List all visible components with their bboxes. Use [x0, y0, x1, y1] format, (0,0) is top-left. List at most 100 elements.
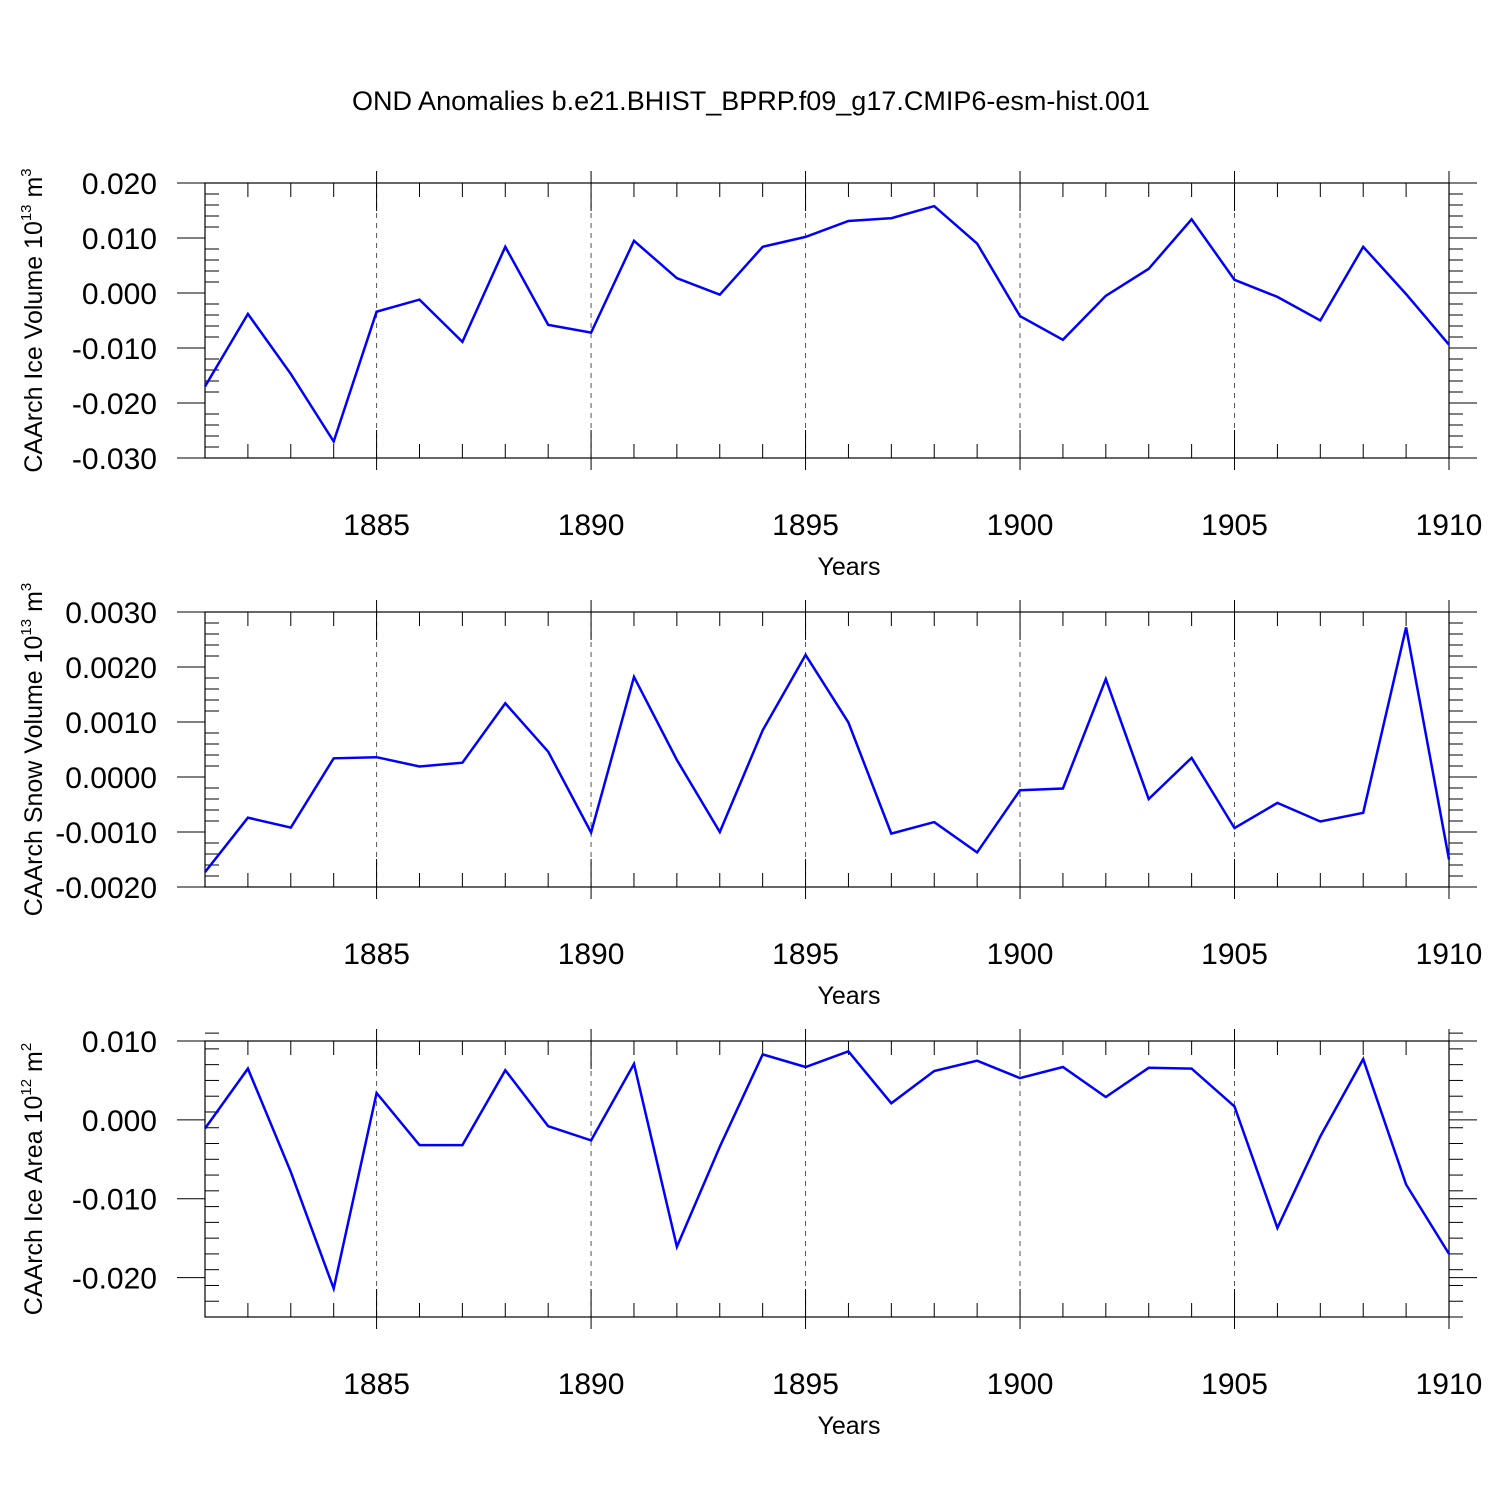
data-point: [846, 721, 850, 725]
data-point: [675, 1245, 679, 1249]
data-point: [889, 832, 893, 836]
data-point: [1104, 677, 1108, 681]
y-tick-label: -0.010: [72, 333, 157, 366]
x-tick-label: 1900: [987, 1368, 1054, 1401]
data-point: [246, 816, 250, 820]
data-point: [203, 870, 207, 874]
data-point: [1275, 801, 1279, 805]
data-point: [1190, 756, 1194, 760]
x-tick-label: 1890: [558, 938, 625, 971]
y-axis-label-unit: m: [20, 1051, 48, 1079]
data-point: [375, 1091, 379, 1095]
data-point: [546, 750, 550, 754]
data-point: [289, 1170, 293, 1174]
data-point: [460, 1143, 464, 1147]
x-tick-label: 1910: [1416, 938, 1483, 971]
y-tick-label: -0.0020: [55, 872, 157, 905]
data-point: [1061, 787, 1065, 791]
data-point: [417, 765, 421, 769]
data-point: [203, 1127, 207, 1131]
y-axis-label-unit-exponent: 3: [18, 583, 35, 591]
data-point: [804, 235, 808, 239]
y-axis-label-unit-exponent: 2: [18, 1043, 35, 1051]
y-axis-label: CAArch Ice Volume 1013 m3: [18, 168, 48, 472]
y-axis-label: CAArch Ice Area 1012 m2: [18, 1043, 48, 1315]
data-point: [1147, 797, 1151, 801]
x-tick-label: 1905: [1201, 938, 1268, 971]
data-point: [289, 372, 293, 376]
data-point: [1233, 278, 1237, 282]
data-point: [804, 1065, 808, 1069]
y-axis-label-text: CAArch Snow Volume 10: [20, 636, 48, 917]
data-point: [1061, 1065, 1065, 1069]
data-point: [1147, 1066, 1151, 1070]
panel-2: 1885 1890 1895 1900 1905 1910 -0.0020 -0.0010 0.…: [18, 583, 1482, 1010]
data-point: [932, 204, 936, 208]
series-line: [204, 627, 1451, 873]
data-point: [375, 755, 379, 759]
data-point: [460, 761, 464, 765]
y-axis-label-unit: m: [20, 591, 48, 619]
plot-frame: [204, 611, 1450, 888]
y-axis-label-text: CAArch Ice Volume 10: [20, 221, 48, 473]
data-point: [1275, 295, 1279, 299]
data-point: [632, 1062, 636, 1066]
data-point: [675, 758, 679, 762]
data-point: [546, 323, 550, 327]
data-point: [1447, 1252, 1451, 1256]
data-point: [503, 1068, 507, 1072]
x-tick-label: 1910: [1416, 509, 1483, 542]
y-axis-label-exponent: 12: [18, 1079, 35, 1096]
data-point: [1233, 1104, 1237, 1108]
data-point: [503, 701, 507, 705]
data-point: [761, 1052, 765, 1056]
data-point: [1318, 1134, 1322, 1138]
data-point: [932, 820, 936, 824]
y-tick-label: 0.0030: [65, 597, 157, 630]
data-point: [1275, 1226, 1279, 1230]
panels: 1885 1890 1895 1900 1905 1910 -0.030 -0.020 -0.0…: [18, 168, 1482, 1440]
data-point: [1018, 1076, 1022, 1080]
x-tick-label: 1890: [558, 1368, 625, 1401]
data-point: [589, 331, 593, 335]
data-point: [289, 826, 293, 830]
data-point: [975, 850, 979, 854]
x-tick-label: 1910: [1416, 1368, 1483, 1401]
data-point: [417, 1143, 421, 1147]
data-point: [761, 245, 765, 249]
data-point: [1404, 1183, 1408, 1187]
data-point: [632, 675, 636, 679]
data-point: [846, 1049, 850, 1053]
data-point: [932, 1069, 936, 1073]
data-point: [718, 830, 722, 834]
x-axis-label: Years: [817, 553, 880, 581]
data-point: [1233, 826, 1237, 830]
y-axis-label-unit: m: [20, 177, 48, 205]
data-point: [1018, 314, 1022, 318]
data-point: [1361, 811, 1365, 815]
data-point: [1190, 1067, 1194, 1071]
panel-3: 1885 1890 1895 1900 1905 1910 -0.020 -0.010 0.00…: [18, 1026, 1482, 1440]
data-point: [332, 440, 336, 444]
y-tick-label: 0.0020: [65, 652, 157, 685]
data-point: [718, 293, 722, 297]
data-point: [203, 385, 207, 389]
data-point: [375, 310, 379, 314]
data-point: [804, 653, 808, 657]
data-point: [1318, 319, 1322, 323]
data-point: [1404, 292, 1408, 296]
data-point: [1190, 217, 1194, 221]
data-point: [1104, 1095, 1108, 1099]
x-tick-label: 1900: [987, 938, 1054, 971]
y-tick-label: -0.0010: [55, 817, 157, 850]
data-point: [1404, 625, 1408, 629]
data-point: [1447, 858, 1451, 862]
data-point: [246, 312, 250, 316]
y-tick-label: 0.0000: [65, 762, 157, 795]
series-line: [203, 204, 1450, 445]
data-point: [718, 1145, 722, 1149]
data-point: [332, 756, 336, 760]
data-point: [503, 245, 507, 249]
panel-1: 1885 1890 1895 1900 1905 1910 -0.030 -0.020 -0.0…: [18, 168, 1482, 581]
data-point: [761, 728, 765, 732]
